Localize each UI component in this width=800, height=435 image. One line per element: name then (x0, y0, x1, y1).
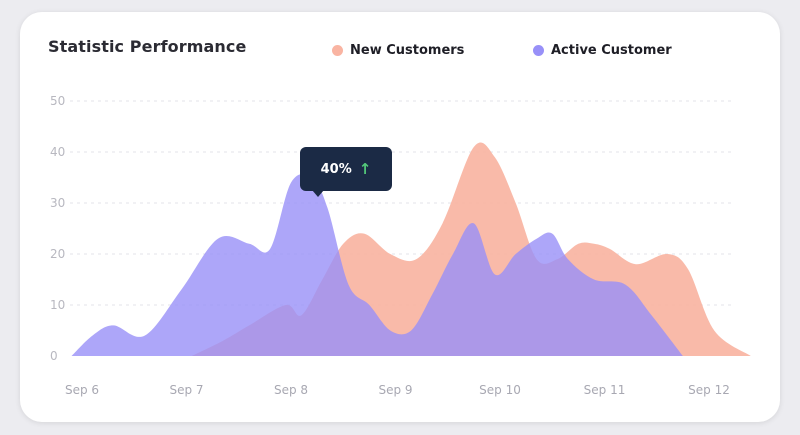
x-tick-label: Sep 8 (274, 383, 308, 397)
y-tick-label: 10 (50, 298, 65, 312)
y-tick-label: 40 (50, 145, 65, 159)
x-tick-label: Sep 12 (688, 383, 730, 397)
series-area-active-customer[interactable] (71, 173, 683, 356)
x-tick-label: Sep 9 (378, 383, 412, 397)
legend-new-customers[interactable]: New Customers (332, 41, 464, 59)
tooltip-value: 40% (320, 161, 352, 177)
x-tick-label: Sep 10 (479, 383, 521, 397)
x-tick-label: Sep 11 (584, 383, 626, 397)
y-tick-label: 30 (50, 196, 65, 210)
chart-title: Statistic Performance (48, 37, 247, 56)
legend-active-customer-dot (533, 44, 544, 56)
y-tick-label: 0 (50, 349, 58, 363)
legend-active-customer-label: Active Customer (551, 42, 672, 58)
chart-tooltip: 40% ↑ (300, 147, 392, 197)
legend-active-customer[interactable]: Active Customer (533, 41, 672, 59)
y-tick-label: 50 (50, 94, 65, 108)
y-tick-label: 20 (50, 247, 65, 261)
x-tick-label: Sep 7 (169, 383, 203, 397)
x-tick-label: Sep 6 (65, 383, 99, 397)
legend-new-customers-label: New Customers (350, 42, 465, 58)
up-arrow-icon: ↑ (358, 160, 372, 178)
legend-new-customers-dot (332, 44, 343, 56)
